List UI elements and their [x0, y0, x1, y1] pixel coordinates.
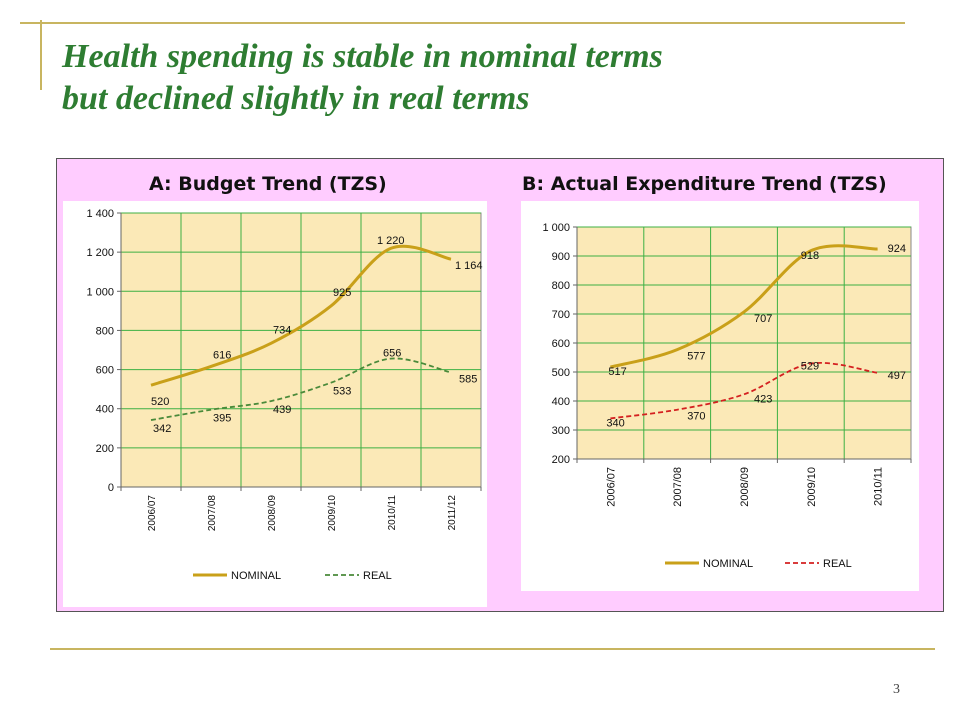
data-label: 707 [754, 313, 772, 325]
chart-a-svg: 0 200 400 600 800 1 000 1 200 1 400 2006/07 2007/… [86, 208, 483, 582]
x-tick-label: 2009/10 [327, 495, 338, 532]
data-label: 577 [687, 351, 705, 363]
series-line-nominal [610, 244, 878, 369]
y-tick-label: 1 000 [86, 286, 114, 298]
y-tick-label: 800 [552, 280, 570, 292]
y-tick-label: 300 [552, 425, 570, 437]
chart-b-container: 200 300 400 500 600 700 800 900 1 000 2006/07 2007… [521, 201, 919, 591]
data-label: 1 220 [377, 235, 405, 247]
title-line-2: but declined slightly in real terms [62, 80, 530, 117]
y-tick-label: 900 [552, 251, 570, 263]
data-label: 497 [888, 370, 906, 382]
data-label: 423 [754, 393, 772, 405]
x-tick-label: 2009/10 [806, 467, 818, 507]
data-label: 734 [273, 324, 291, 336]
series-line-real [150, 357, 452, 421]
y-tick-label: 500 [552, 367, 570, 379]
y-tick-label: 1 000 [542, 222, 570, 234]
x-tick-label: 2011/12 [447, 495, 458, 531]
data-label: 340 [606, 417, 624, 429]
top-divider [20, 22, 905, 24]
data-label: 520 [151, 396, 169, 408]
data-label: 616 [213, 349, 231, 361]
title-accent-bar [40, 20, 42, 90]
x-tick-label: 2008/09 [267, 495, 278, 532]
legend-label-real: REAL [363, 570, 392, 582]
data-label: 925 [333, 287, 351, 299]
charts-panel: A: Budget Trend (TZS) B: Actual Expendit… [56, 158, 944, 612]
x-tick-label: 2010/11 [873, 467, 885, 506]
y-tick-label: 600 [552, 338, 570, 350]
x-tick-label: 2007/08 [672, 467, 684, 507]
y-tick-label: 700 [552, 309, 570, 321]
y-tick-label: 1 200 [86, 247, 114, 259]
y-tick-label: 200 [552, 454, 570, 466]
legend-label-nominal: NOMINAL [703, 558, 753, 570]
series-line-nominal [150, 244, 452, 387]
chart-a-title: A: Budget Trend (TZS) [149, 173, 387, 195]
chart-b-svg: 200 300 400 500 600 700 800 900 1 000 2006/07 2007… [542, 222, 912, 570]
chart-a-container: 0 200 400 600 800 1 000 1 200 1 400 2006/07 2007/… [63, 201, 487, 607]
slide-title: Health spending is stable in nominal ter… [62, 36, 922, 120]
y-tick-label: 1 400 [86, 208, 114, 220]
data-label: 1 164 [455, 260, 483, 272]
y-tick-label: 800 [96, 325, 114, 337]
data-label: 370 [687, 411, 705, 423]
y-tick-label: 0 [108, 482, 114, 494]
data-label: 585 [459, 374, 477, 386]
y-tick-label: 200 [96, 443, 114, 455]
x-tick-label: 2006/07 [605, 467, 617, 507]
data-label: 439 [273, 404, 291, 416]
x-tick-label: 2010/11 [387, 495, 398, 531]
page-number: 3 [893, 682, 900, 697]
data-label: 656 [383, 348, 401, 360]
x-tick-label: 2008/09 [739, 467, 751, 507]
x-tick-label: 2006/07 [147, 495, 158, 532]
data-label: 395 [213, 413, 231, 425]
legend-label-real: REAL [823, 558, 852, 570]
data-label: 342 [153, 423, 171, 435]
chart-b-title: B: Actual Expenditure Trend (TZS) [522, 173, 887, 195]
data-label: 529 [801, 361, 819, 373]
data-label: 533 [333, 386, 351, 398]
data-label: 924 [888, 243, 906, 255]
data-label: 918 [801, 250, 819, 262]
x-tick-label: 2007/08 [207, 495, 218, 532]
y-tick-label: 400 [552, 396, 570, 408]
y-tick-label: 600 [96, 365, 114, 377]
title-line-1: Health spending is stable in nominal ter… [62, 38, 663, 75]
y-tick-label: 400 [96, 404, 114, 416]
legend-label-nominal: NOMINAL [231, 570, 281, 582]
data-label: 517 [608, 366, 626, 378]
bottom-divider [50, 648, 935, 650]
